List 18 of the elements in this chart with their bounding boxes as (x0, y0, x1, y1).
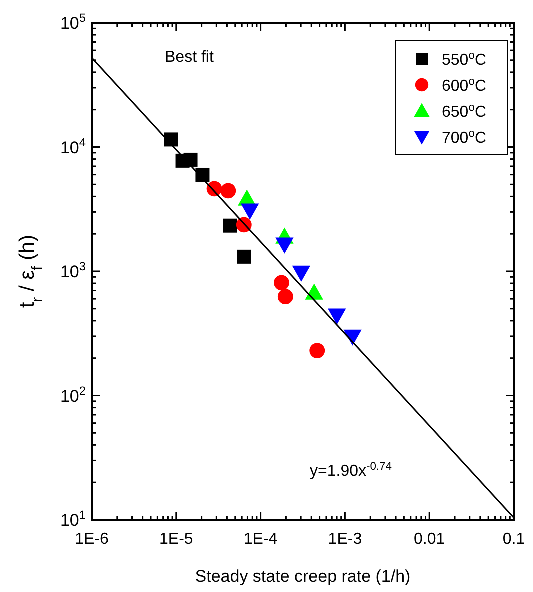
y-tick-label: 10$^{1}$ (60, 508, 86, 530)
x-tick-label: 0.01 (414, 531, 446, 548)
legend-label: 600$^{o}$C (442, 76, 486, 95)
x-tick-label: 1E-4 (244, 531, 278, 548)
y-tick-label: 10$^{3}$ (60, 260, 86, 282)
annotation: Best fit (165, 49, 214, 66)
y-tick-label: 10$^{2}$ (60, 384, 86, 406)
x-tick-label: 1E-6 (75, 531, 109, 548)
x-tick-label: 1E-3 (328, 531, 362, 548)
legend-label: 700$^{o}$C (442, 128, 486, 147)
x-tick-label: 0.1 (502, 531, 526, 548)
x-axis-title: Steady state creep rate (1/h) (195, 567, 411, 586)
annotation: y=1.90x$^{-0.74}$ (310, 461, 392, 480)
x-tick-label: 1E-5 (160, 531, 194, 548)
legend-label: 650$^{o}$C (442, 102, 486, 121)
y-tick-label: 10$^{4}$ (60, 135, 86, 158)
y-tick-label: 10$^{5}$ (60, 11, 86, 33)
legend-label: 550$^{o}$C (442, 50, 486, 69)
